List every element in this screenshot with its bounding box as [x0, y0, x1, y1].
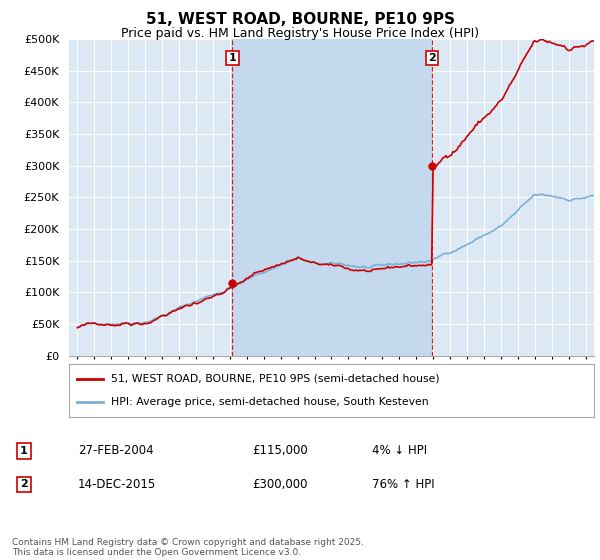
Bar [232, 39, 432, 356]
Text: Price paid vs. HM Land Registry's House Price Index (HPI): Price paid vs. HM Land Registry's House … [121, 27, 479, 40]
Text: £115,000: £115,000 [252, 444, 308, 458]
Text: 27-FEB-2004: 27-FEB-2004 [78, 444, 154, 458]
Text: 1: 1 [229, 53, 236, 63]
Text: 14-DEC-2015: 14-DEC-2015 [78, 478, 156, 491]
Text: HPI: Average price, semi-detached house, South Kesteven: HPI: Average price, semi-detached house,… [111, 397, 428, 407]
Text: 51, WEST ROAD, BOURNE, PE10 9PS (semi-detached house): 51, WEST ROAD, BOURNE, PE10 9PS (semi-de… [111, 374, 440, 384]
Text: 2: 2 [20, 479, 28, 489]
Text: 4% ↓ HPI: 4% ↓ HPI [372, 444, 427, 458]
Text: Contains HM Land Registry data © Crown copyright and database right 2025.
This d: Contains HM Land Registry data © Crown c… [12, 538, 364, 557]
Text: 51, WEST ROAD, BOURNE, PE10 9PS: 51, WEST ROAD, BOURNE, PE10 9PS [146, 12, 455, 27]
Text: 76% ↑ HPI: 76% ↑ HPI [372, 478, 434, 491]
Text: £300,000: £300,000 [252, 478, 308, 491]
Text: 2: 2 [428, 53, 436, 63]
Text: 1: 1 [20, 446, 28, 456]
